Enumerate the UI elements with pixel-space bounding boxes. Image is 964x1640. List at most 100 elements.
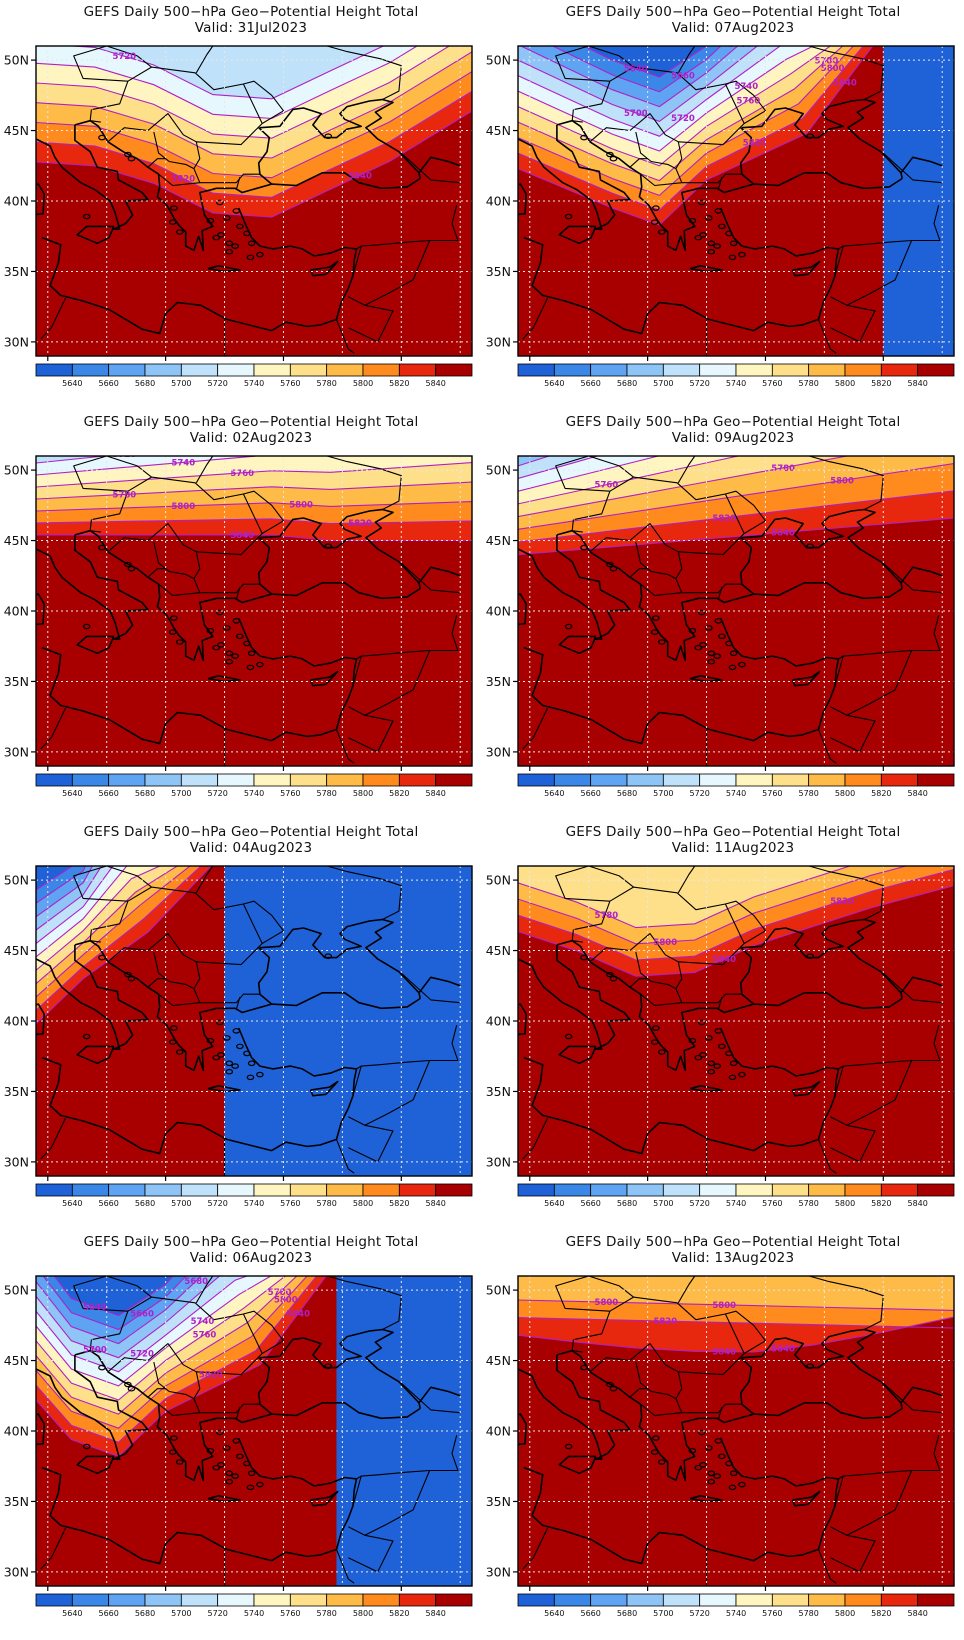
- contour-label: 5780: [771, 464, 795, 474]
- border-line: [571, 929, 583, 943]
- contour-label: 5680: [184, 1277, 208, 1287]
- island: [688, 1037, 697, 1044]
- border-line: [153, 1361, 195, 1400]
- y-tick-label: 35N: [4, 1084, 29, 1099]
- island: [606, 1381, 614, 1388]
- colorbar-swatch: [626, 1183, 664, 1197]
- colorbar-label: 5820: [389, 789, 409, 798]
- colorbar-label: 5780: [798, 1199, 818, 1208]
- contour-5660: [42, 1276, 187, 1331]
- border-line: [522, 1117, 548, 1160]
- colorbar-swatch: [662, 363, 701, 377]
- island: [688, 1447, 697, 1454]
- border-line: [40, 297, 66, 340]
- island: [657, 1459, 666, 1465]
- border-line: [677, 866, 696, 894]
- contour-label: 5720: [653, 433, 677, 443]
- island: [212, 234, 221, 241]
- colorbar-swatch: [917, 363, 955, 377]
- island: [212, 1464, 221, 1471]
- island: [82, 623, 91, 630]
- island: [124, 971, 132, 978]
- colorbar-label: 5820: [389, 379, 409, 388]
- contour-label: 5700: [83, 1345, 107, 1355]
- border-line: [629, 978, 648, 988]
- contour-5640: [36, 866, 74, 891]
- colorbar-swatch: [662, 773, 701, 787]
- island: [168, 1449, 177, 1455]
- border-line: [348, 1470, 431, 1536]
- colorbar-label: 5700: [653, 1609, 673, 1618]
- height-bands: [36, 46, 472, 356]
- panel-title: GEFS Daily 500−hPa Geo−Potential Height …: [565, 4, 901, 20]
- colorbar-swatch: [517, 1183, 555, 1197]
- contour-label: 5760: [737, 96, 761, 106]
- coastline: [309, 1080, 339, 1097]
- contour-label: 5640: [83, 1303, 107, 1313]
- border-line: [147, 158, 166, 168]
- island: [243, 640, 251, 647]
- colorbar-swatch: [880, 363, 919, 377]
- colorbar-swatch: [326, 1183, 364, 1197]
- contour-label: 5840: [230, 531, 254, 541]
- island: [127, 975, 136, 982]
- border-line: [89, 929, 101, 943]
- colorbar-label: 5720: [207, 1199, 227, 1208]
- border-line: [335, 729, 355, 764]
- colorbar-swatch: [844, 363, 882, 377]
- border-line: [73, 1276, 152, 1312]
- island: [707, 658, 716, 665]
- colorbar-swatch: [362, 773, 400, 787]
- colorbar-label: 5700: [653, 379, 673, 388]
- colorbar-label: 5700: [171, 1609, 191, 1618]
- contour-label: 5840: [712, 955, 736, 965]
- island: [657, 639, 666, 645]
- island: [246, 1074, 255, 1081]
- contour-label: 5780: [815, 56, 839, 66]
- colorbar-label: 5680: [617, 789, 637, 798]
- coastline: [259, 1328, 421, 1409]
- coastline: [41, 1437, 358, 1565]
- panel-valid-date: Valid: 04Aug2023: [189, 840, 313, 856]
- contour-5700: [36, 1276, 221, 1359]
- y-tick-label: 40N: [486, 1014, 511, 1029]
- island: [606, 971, 614, 978]
- island: [698, 199, 706, 206]
- island: [223, 1035, 231, 1041]
- height-contours: [518, 46, 874, 226]
- contour-5720: [36, 866, 114, 945]
- contour-5780: [36, 51, 472, 159]
- border-line: [571, 1339, 583, 1353]
- coastline: [739, 947, 755, 1005]
- coastline: [207, 1495, 241, 1503]
- graticule: [518, 1276, 954, 1586]
- island: [246, 254, 255, 261]
- island: [170, 1025, 178, 1031]
- colorbar-swatch: [771, 773, 810, 787]
- colorbar-label: 5680: [135, 1199, 155, 1208]
- coastline: [739, 127, 755, 185]
- island: [652, 1025, 660, 1031]
- contour-5820: [518, 1317, 954, 1329]
- y-tick-label: 45N: [4, 1353, 29, 1368]
- contour-5720: [518, 46, 782, 137]
- panel-title: GEFS Daily 500−hPa Geo−Potential Height …: [83, 824, 419, 840]
- colorbar-label: 5800: [835, 1609, 855, 1618]
- island: [127, 565, 136, 572]
- contour-label: 5740: [734, 82, 758, 92]
- contour-5760: [36, 46, 451, 139]
- island: [232, 208, 241, 214]
- graticule: [36, 866, 472, 1176]
- border-line: [717, 586, 723, 600]
- panel-09aug2023: GEFS Daily 500−hPa Geo−Potential Height …: [482, 410, 964, 820]
- colorbar-swatch: [735, 1183, 773, 1197]
- colorbar-swatch: [362, 1593, 400, 1607]
- height-bands: [518, 866, 954, 1176]
- coastline: [36, 1003, 45, 1036]
- coastline: [36, 944, 149, 1050]
- contour-label: 5720: [671, 114, 695, 124]
- coastline: [418, 976, 461, 994]
- border-line: [356, 245, 362, 250]
